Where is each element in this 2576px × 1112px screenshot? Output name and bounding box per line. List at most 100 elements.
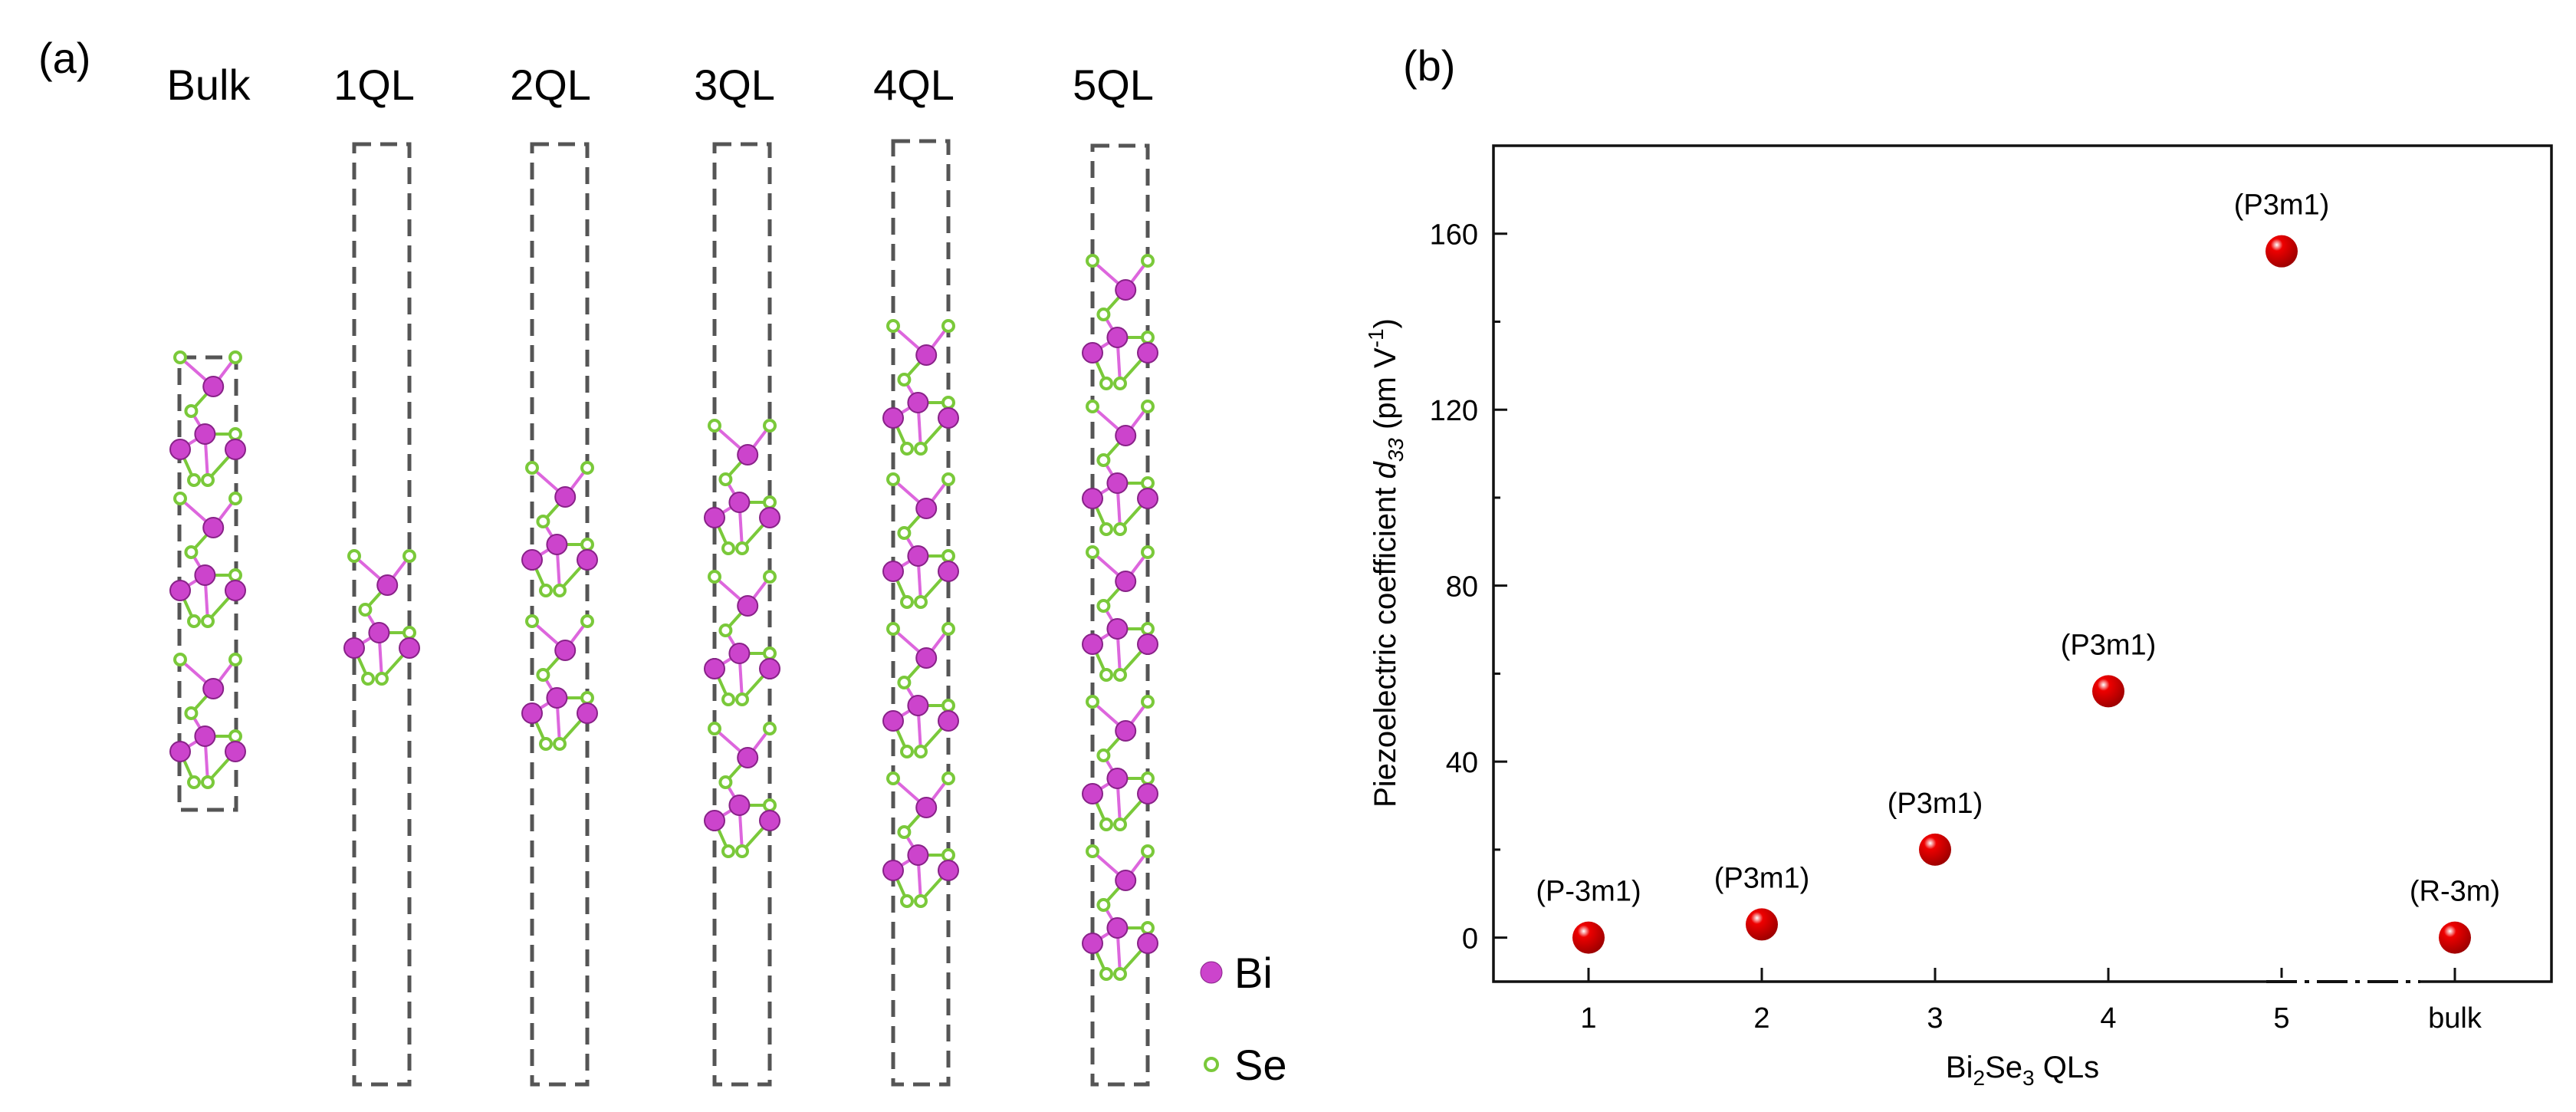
structure-3ql bbox=[704, 419, 780, 858]
bi-atom bbox=[907, 545, 929, 567]
y-axis-title-part: Piezoelectric coefficient bbox=[1368, 479, 1402, 808]
data-point bbox=[2266, 235, 2298, 268]
bi-atom bbox=[1137, 633, 1158, 655]
se-atom bbox=[941, 771, 955, 785]
se-atom bbox=[536, 668, 550, 682]
bi-atom bbox=[907, 844, 929, 866]
se-atom bbox=[914, 894, 928, 908]
unit-cell-box bbox=[891, 139, 951, 1087]
se-atom bbox=[1086, 400, 1099, 413]
se-atom bbox=[941, 319, 955, 333]
se-atom bbox=[941, 472, 955, 486]
bi-atom bbox=[577, 702, 598, 724]
bi-atom bbox=[399, 637, 420, 659]
se-atom bbox=[914, 745, 928, 758]
y-axis-title: Piezoelectric coefficient d33 (pm V-1) bbox=[1364, 318, 1408, 808]
data-point bbox=[1919, 833, 1951, 866]
se-atom bbox=[721, 541, 735, 555]
column-label-4ql: 4QL bbox=[873, 61, 955, 109]
crystal-structures bbox=[169, 254, 1158, 981]
se-atom bbox=[900, 595, 914, 609]
se-atom bbox=[184, 404, 199, 418]
se-atom bbox=[1141, 545, 1155, 559]
x-axis-title-part: Bi bbox=[1946, 1051, 1973, 1084]
se-atom bbox=[900, 745, 914, 758]
se-atom bbox=[886, 771, 900, 785]
bi-atom bbox=[1137, 783, 1158, 804]
se-atom bbox=[228, 729, 242, 743]
se-atom bbox=[897, 373, 912, 387]
se-atom bbox=[735, 541, 749, 555]
bi-atom bbox=[1082, 488, 1103, 509]
bi-atom bbox=[1082, 633, 1103, 655]
se-atom bbox=[1096, 308, 1111, 321]
se-atom bbox=[1141, 771, 1155, 785]
bi-atom bbox=[194, 423, 216, 445]
bi-atom bbox=[225, 741, 246, 762]
se-atom bbox=[718, 775, 733, 789]
bi-atom bbox=[915, 498, 938, 519]
bi-atom bbox=[546, 687, 568, 709]
bi-atom bbox=[938, 561, 959, 582]
bi-atom bbox=[907, 695, 929, 716]
se-atom bbox=[886, 472, 900, 486]
bi-atom bbox=[907, 392, 929, 413]
se-atom bbox=[228, 653, 242, 666]
se-atom bbox=[1096, 599, 1111, 613]
se-atom bbox=[1099, 818, 1113, 831]
se-atom bbox=[886, 319, 900, 333]
se-atom bbox=[553, 584, 567, 597]
se-atom bbox=[1141, 331, 1155, 344]
bi-atom bbox=[1106, 472, 1129, 494]
bi-atom bbox=[202, 678, 225, 699]
bi-atom bbox=[915, 647, 938, 669]
x-tick-label: 3 bbox=[1927, 1002, 1943, 1035]
bi-atom bbox=[1137, 933, 1158, 954]
bi-atom bbox=[554, 486, 577, 508]
se-atom bbox=[941, 622, 955, 636]
unit-cell-boxes bbox=[177, 139, 1150, 1087]
column-label-1ql: 1QL bbox=[334, 61, 415, 109]
se-atom bbox=[536, 515, 550, 528]
bi-atom bbox=[521, 549, 543, 571]
bi-atom bbox=[1115, 571, 1137, 592]
se-atom bbox=[941, 848, 955, 862]
point-annotation: (P3m1) bbox=[1888, 788, 1983, 820]
bi-atom bbox=[169, 741, 191, 762]
bi-atom bbox=[737, 444, 759, 466]
se-atom bbox=[1141, 254, 1155, 268]
bi-atom bbox=[728, 795, 751, 816]
data-points: (P-3m1) (P3m1) (P3m1) (P3m1) (P3m1) (R-3m) bbox=[1536, 189, 2500, 954]
bi-atom bbox=[915, 344, 938, 366]
bi-atom bbox=[368, 622, 390, 643]
structure-5ql bbox=[1082, 254, 1158, 981]
se-atom bbox=[1141, 400, 1155, 413]
bi-atom bbox=[1137, 342, 1158, 364]
bi-atom bbox=[376, 574, 399, 596]
bi-atom bbox=[521, 702, 543, 724]
se-atom bbox=[763, 419, 777, 433]
bi-atom bbox=[169, 580, 191, 601]
se-atom bbox=[718, 623, 733, 637]
bi-atom bbox=[225, 580, 246, 601]
se-atom bbox=[763, 570, 777, 584]
bi-atom bbox=[882, 710, 904, 732]
se-atom bbox=[1096, 453, 1111, 467]
se-atom bbox=[228, 350, 242, 364]
se-atom bbox=[184, 545, 199, 559]
se-atom bbox=[173, 350, 187, 364]
y-axis: 0 40 80 120 160 bbox=[1430, 219, 1507, 956]
se-atom bbox=[1086, 695, 1099, 709]
se-atom bbox=[1141, 921, 1155, 935]
se-atom bbox=[914, 595, 928, 609]
bi-atom bbox=[1115, 870, 1137, 891]
panel-a-structures: (a) Bulk 1QL 2QL 3QL 4QL 5QL Bi Se bbox=[38, 34, 1287, 1089]
se-atom bbox=[228, 427, 242, 441]
column-label-bulk: Bulk bbox=[167, 61, 251, 109]
bi-atom bbox=[759, 658, 780, 679]
se-atom bbox=[539, 737, 553, 751]
se-atom bbox=[173, 492, 187, 505]
bi-atom bbox=[882, 561, 904, 582]
unit-cell-box bbox=[352, 142, 412, 1087]
